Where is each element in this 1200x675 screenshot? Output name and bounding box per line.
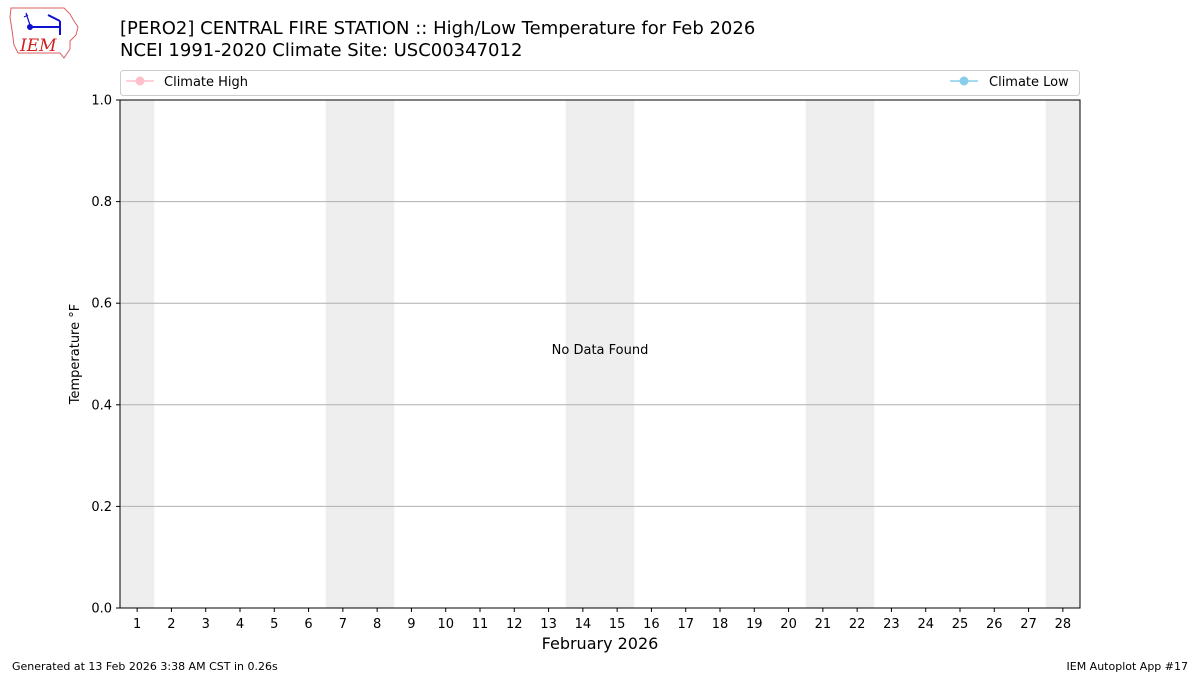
x-tick-label: 11 xyxy=(472,617,489,632)
y-tick-label: 0.6 xyxy=(91,297,112,312)
x-axis-label: February 2026 xyxy=(542,634,659,653)
x-tick-label: 5 xyxy=(270,617,278,632)
x-tick-label: 12 xyxy=(506,617,523,632)
x-tick-label: 15 xyxy=(609,617,626,632)
weekend-shading xyxy=(805,100,840,608)
weekend-shading xyxy=(600,100,635,608)
plot-frame xyxy=(119,99,1081,609)
legend-high-label: Climate High xyxy=(164,75,248,90)
x-tick-label: 28 xyxy=(1055,617,1072,632)
title-line-2: NCEI 1991-2020 Climate Site: USC00347012 xyxy=(120,40,523,61)
x-tick-label: 3 xyxy=(202,617,210,632)
legend-high-marker xyxy=(135,76,145,86)
x-tick-label: 8 xyxy=(373,617,381,632)
legend-low-marker xyxy=(959,76,969,86)
legend: Climate High Climate Low xyxy=(120,70,1080,96)
weekend-shading xyxy=(565,100,600,608)
y-tick-label: 0.8 xyxy=(91,195,112,210)
y-tick-label: 0.2 xyxy=(91,500,112,515)
y-tick-label: 0.0 xyxy=(91,602,112,617)
weekend-shading xyxy=(120,100,155,608)
x-tick-label: 25 xyxy=(952,617,969,632)
logo-text: IEM xyxy=(19,36,57,56)
x-tick-label: 13 xyxy=(540,617,557,632)
chart-title: [PERO2] CENTRAL FIRE STATION :: High/Low… xyxy=(120,18,755,62)
legend-low-label: Climate Low xyxy=(989,75,1069,90)
x-tick-label: 9 xyxy=(407,617,415,632)
title-line-1: [PERO2] CENTRAL FIRE STATION :: High/Low… xyxy=(120,18,756,39)
x-tick-label: 6 xyxy=(304,617,312,632)
y-tick-label: 0.4 xyxy=(91,398,112,413)
x-tick-label: 18 xyxy=(712,617,729,632)
x-tick-label: 1 xyxy=(133,617,141,632)
x-tick-label: 21 xyxy=(815,617,832,632)
y-tick-label: 1.0 xyxy=(91,94,112,109)
weekend-shading xyxy=(1045,100,1080,608)
app-footer: IEM Autoplot App #17 xyxy=(1066,660,1189,673)
weekend-shading xyxy=(325,100,360,608)
weekend-shading xyxy=(840,100,875,608)
y-axis-label: Temperature °F xyxy=(68,304,83,405)
x-tick-label: 14 xyxy=(575,617,592,632)
x-tick-label: 20 xyxy=(780,617,797,632)
no-data-annotation: No Data Found xyxy=(552,343,649,358)
x-tick-label: 19 xyxy=(746,617,763,632)
x-tick-label: 24 xyxy=(917,617,934,632)
x-tick-label: 10 xyxy=(437,617,454,632)
x-tick-label: 22 xyxy=(849,617,866,632)
x-tick-label: 27 xyxy=(1020,617,1037,632)
generated-footer: Generated at 13 Feb 2026 3:38 AM CST in … xyxy=(12,660,278,673)
x-tick-label: 17 xyxy=(677,617,694,632)
x-tick-label: 23 xyxy=(883,617,900,632)
x-tick-label: 4 xyxy=(236,617,244,632)
x-tick-label: 7 xyxy=(339,617,347,632)
x-tick-label: 16 xyxy=(643,617,660,632)
logo: IEM xyxy=(8,5,80,59)
x-tick-label: 2 xyxy=(167,617,175,632)
x-tick-label: 26 xyxy=(986,617,1003,632)
weekend-shading xyxy=(360,100,395,608)
